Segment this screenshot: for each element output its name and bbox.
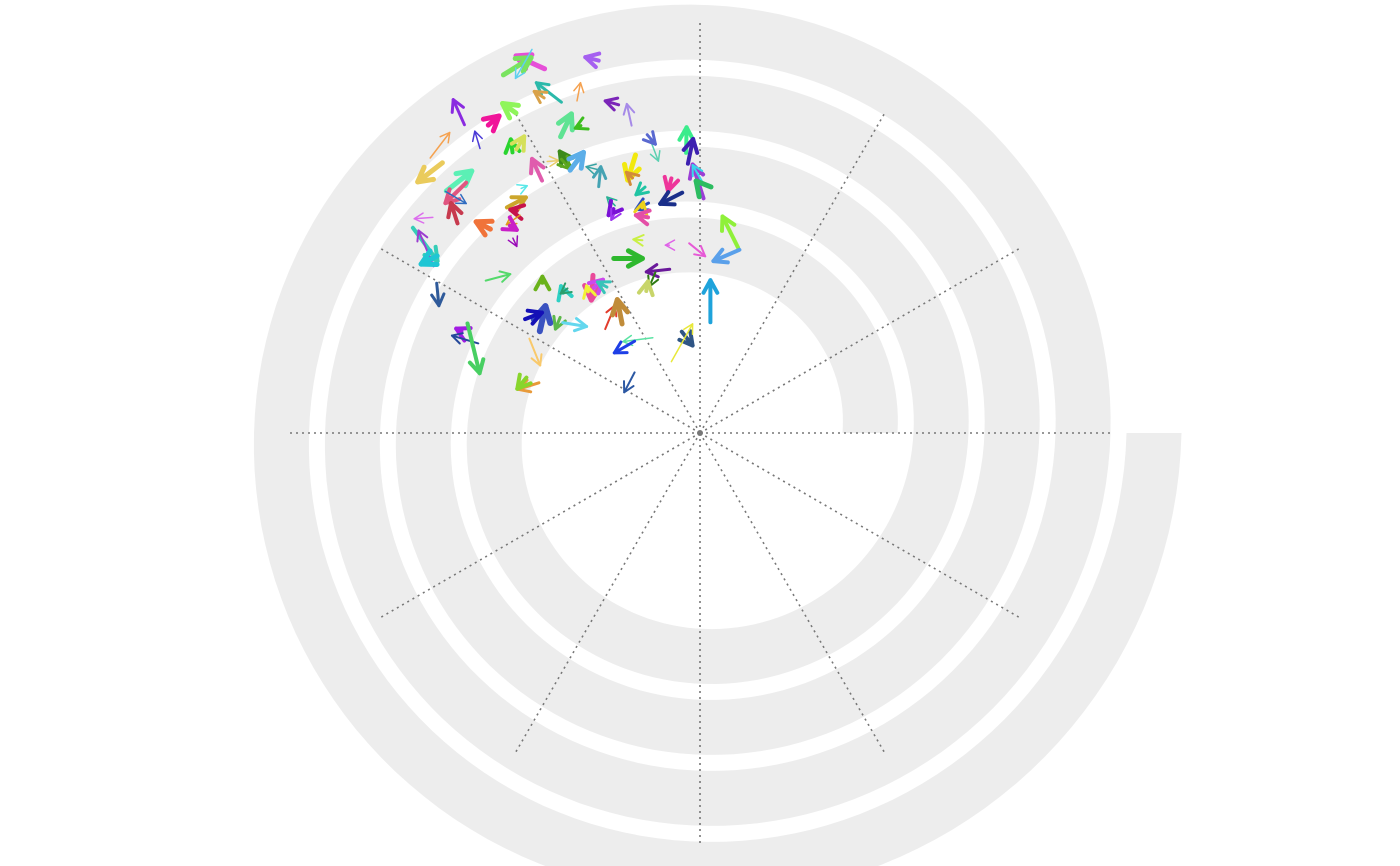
vector-arrow bbox=[704, 280, 718, 322]
vector-arrow bbox=[624, 372, 635, 392]
vector-arrow bbox=[639, 281, 653, 295]
arrow-head bbox=[517, 185, 527, 194]
grid-center bbox=[697, 430, 703, 436]
spiral-track bbox=[254, 5, 1182, 866]
vector-arrow bbox=[613, 300, 628, 324]
vector-arrow bbox=[517, 185, 527, 194]
spiral-band bbox=[254, 5, 1182, 866]
vector-arrow bbox=[636, 211, 650, 225]
vector-arrow bbox=[534, 91, 547, 102]
vector-arrow bbox=[483, 116, 499, 131]
